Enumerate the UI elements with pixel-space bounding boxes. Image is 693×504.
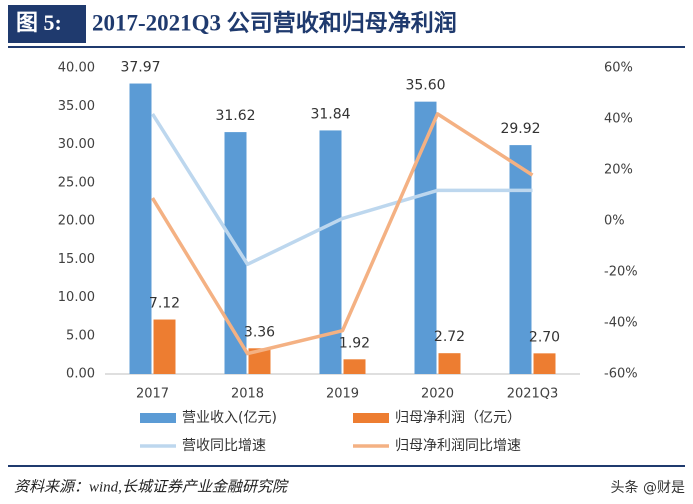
y-tick-label: 30.00	[58, 137, 95, 152]
value-label: 31.62	[215, 108, 255, 124]
legend-label: 归母净利润（亿元）	[395, 409, 521, 426]
bar	[319, 130, 342, 374]
legend-label: 营收同比增速	[182, 438, 266, 454]
y2-tick-label: 0%	[604, 214, 625, 229]
y2-tick-label: 60%	[604, 61, 633, 76]
y-tick-label: 35.00	[58, 99, 95, 114]
value-label: 2.72	[434, 329, 465, 345]
bar	[533, 353, 556, 374]
legend-swatch	[140, 413, 176, 423]
x-tick-label: 2017	[136, 387, 169, 402]
y-tick-label: 0.00	[66, 367, 95, 382]
legend-label: 营业收入(亿元)	[182, 410, 277, 426]
y-tick-label: 20.00	[58, 214, 95, 229]
bar	[438, 353, 461, 374]
watermark: 头条 @财是	[611, 479, 685, 496]
legend-swatch	[353, 413, 389, 423]
bar	[509, 145, 532, 374]
value-label: 2.70	[529, 329, 560, 345]
value-label: 35.60	[405, 78, 445, 94]
bar	[343, 359, 366, 374]
y-tick-label: 10.00	[58, 290, 95, 305]
y-tick-label: 25.00	[58, 175, 95, 190]
bar	[153, 319, 176, 374]
bar	[248, 348, 271, 374]
y2-tick-label: 40%	[604, 112, 633, 127]
value-label: 29.92	[500, 121, 540, 137]
y2-tick-label: -40%	[604, 316, 638, 331]
value-label: 3.36	[244, 324, 275, 340]
value-label: 7.12	[149, 296, 180, 312]
y2-tick-label: -60%	[604, 367, 638, 382]
figure-label-box	[8, 5, 86, 43]
legend-label: 归母净利润同比增速	[395, 437, 521, 454]
line	[151, 112, 534, 356]
chart-title: 2017-2021Q3 公司营收和归母净利润	[92, 9, 457, 35]
x-tick-label: 2018	[231, 387, 264, 402]
value-label: 31.84	[310, 106, 350, 122]
y-tick-label: 15.00	[58, 252, 95, 267]
value-label: 1.92	[339, 335, 370, 351]
y-tick-label: 40.00	[58, 61, 95, 76]
x-tick-label: 2020	[421, 387, 454, 402]
x-tick-label: 2019	[326, 387, 359, 402]
source: 资料来源：wind,长城证券产业金融研究院	[14, 478, 289, 495]
y-tick-label: 5.00	[66, 328, 95, 343]
bar	[414, 101, 437, 374]
y2-tick-label: -20%	[604, 265, 638, 280]
bar	[129, 83, 152, 374]
x-tick-label: 2021Q3	[507, 387, 559, 402]
y2-tick-label: 20%	[604, 163, 633, 178]
bar	[224, 132, 247, 374]
line	[151, 112, 533, 267]
value-label: 37.97	[120, 60, 160, 76]
figure-label: 图 5:	[16, 10, 62, 35]
